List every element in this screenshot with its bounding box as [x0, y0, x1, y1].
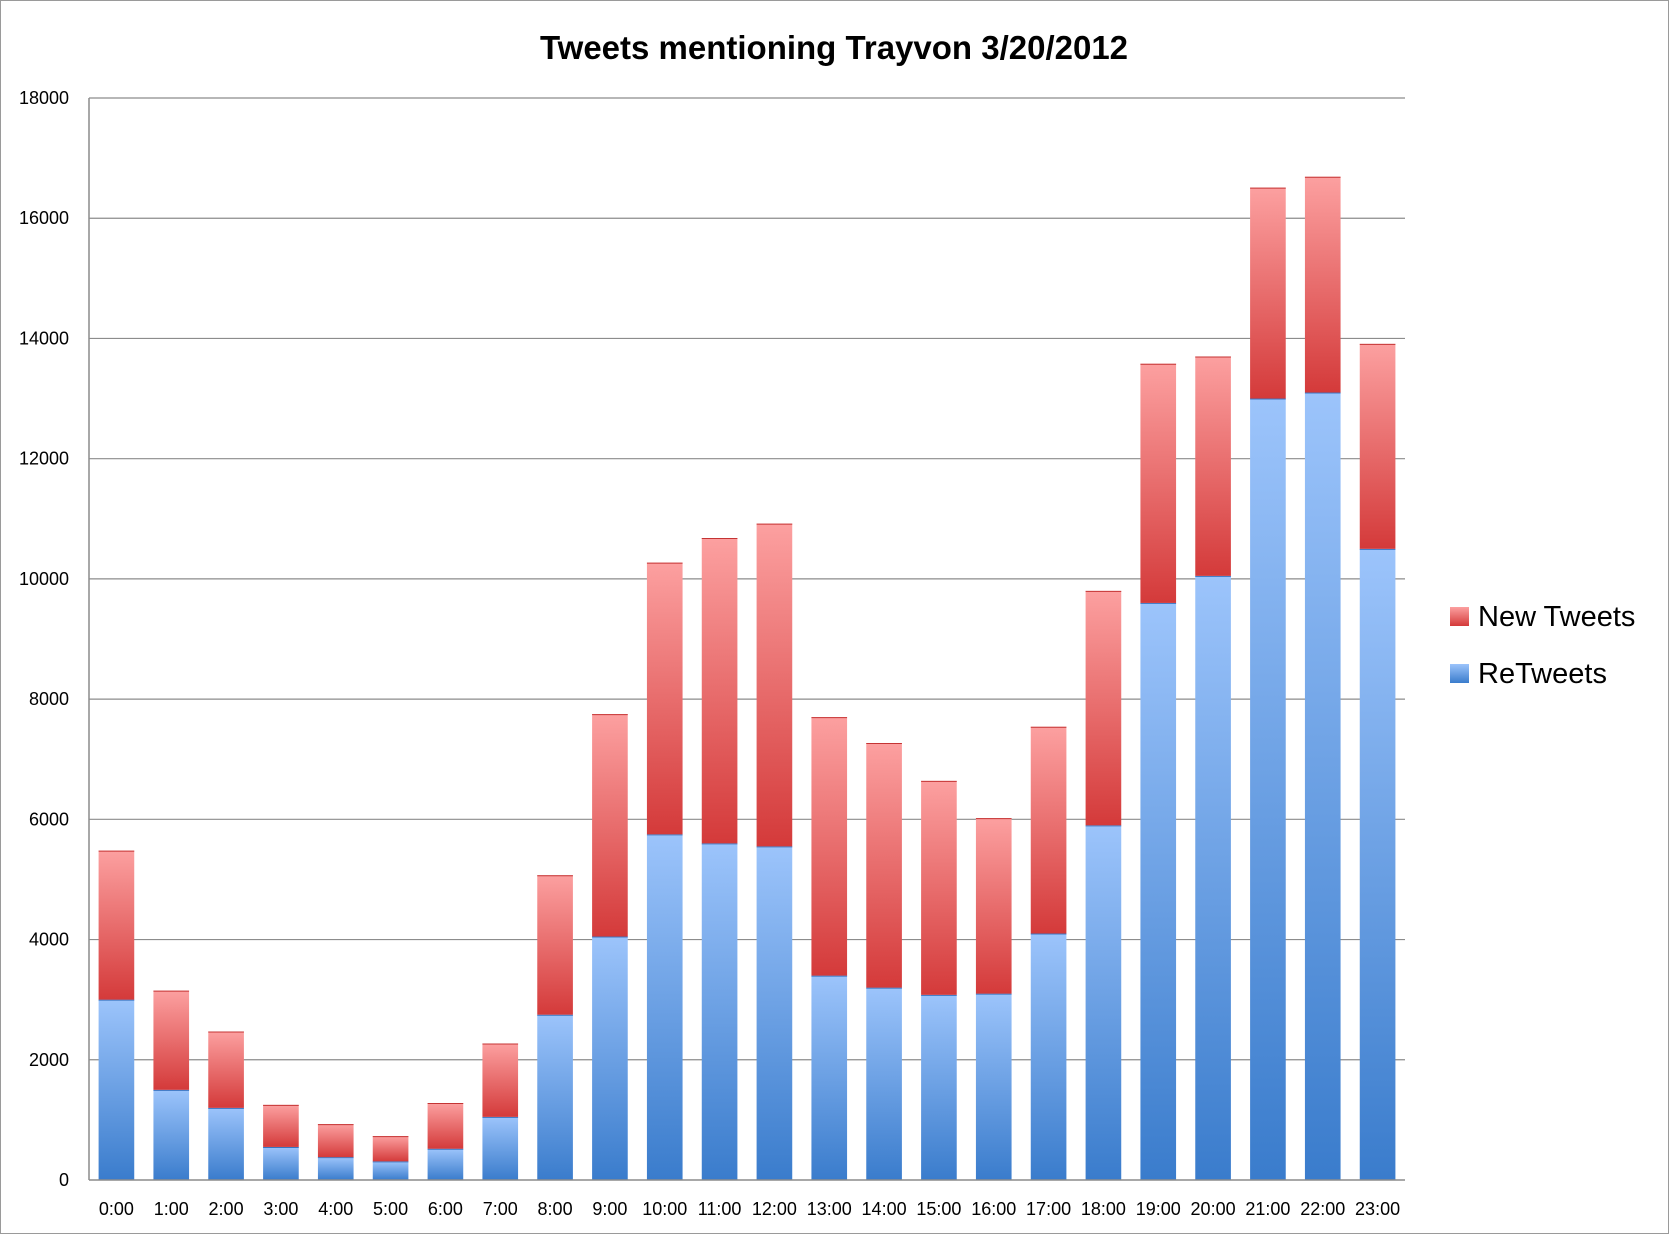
bar-retweets-1300: [811, 975, 848, 1180]
x-tick-label: 4:00: [318, 1199, 353, 1219]
bar-new-tweets-1700: [1030, 726, 1067, 934]
bar-new-tweets-000: [98, 850, 135, 1000]
legend-label-new-tweets: New Tweets: [1478, 601, 1635, 633]
x-tick-label: 16:00: [971, 1199, 1016, 1219]
bar-new-tweets-2200: [1304, 176, 1341, 393]
x-tick-label: 6:00: [428, 1199, 463, 1219]
x-tick-label: 9:00: [592, 1199, 627, 1219]
bar-retweets-600: [427, 1148, 464, 1180]
bar-new-tweets-300: [263, 1104, 299, 1147]
bar-new-tweets-1600: [975, 818, 1012, 994]
x-tick-label: 7:00: [483, 1199, 518, 1219]
bar-retweets-700: [482, 1116, 519, 1180]
bar-retweets-000: [98, 999, 135, 1180]
legend: New Tweets ReTweets: [1450, 601, 1635, 690]
bar-new-tweets-2100: [1250, 187, 1286, 399]
y-tick-label: 14000: [19, 328, 69, 348]
x-tick-label: 1:00: [154, 1199, 189, 1219]
bar-new-tweets-100: [153, 990, 190, 1090]
legend-swatch-retweets: [1450, 664, 1469, 683]
bar-new-tweets-1300: [811, 717, 848, 976]
x-tick-label: 21:00: [1245, 1199, 1290, 1219]
x-tick-label: 22:00: [1300, 1199, 1345, 1219]
x-tick-label: 12:00: [752, 1199, 797, 1219]
x-tick-label: 5:00: [373, 1199, 408, 1219]
gridlines: [89, 97, 1405, 1061]
x-tick-label: 10:00: [642, 1199, 687, 1219]
x-tick-label: 23:00: [1355, 1199, 1400, 1219]
bar-retweets-1100: [701, 843, 738, 1180]
bar-new-tweets-700: [482, 1043, 519, 1117]
bar-new-tweets-1000: [646, 562, 683, 835]
bar-new-tweets-400: [317, 1124, 354, 1158]
bar-retweets-1500: [921, 994, 957, 1180]
bar-new-tweets-1400: [866, 742, 902, 988]
bar-new-tweets-2300: [1359, 343, 1396, 549]
x-tick-label: 17:00: [1026, 1199, 1071, 1219]
bar-retweets-500: [372, 1161, 409, 1180]
bar-retweets-1700: [1030, 933, 1067, 1180]
y-tick-label: 6000: [29, 809, 69, 829]
bar-retweets-200: [208, 1107, 244, 1180]
y-tick-label: 0: [59, 1170, 69, 1190]
x-tick-label: 20:00: [1191, 1199, 1236, 1219]
bar-retweets-2100: [1250, 398, 1286, 1180]
x-tick-label: 15:00: [916, 1199, 961, 1219]
bar-new-tweets-200: [208, 1031, 244, 1108]
legend-swatch-new-tweets: [1450, 607, 1469, 626]
x-tick-label: 19:00: [1136, 1199, 1181, 1219]
axes: 0 2000 4000 6000 8000 10000 12000 14000 16000 180…: [19, 88, 1405, 1219]
bar-retweets-400: [317, 1157, 354, 1180]
bar-new-tweets-1800: [1085, 590, 1122, 826]
y-tick-label: 12000: [19, 449, 69, 469]
bars: [98, 176, 1396, 1180]
x-tick-label: 13:00: [807, 1199, 852, 1219]
bar-new-tweets-1100: [701, 538, 738, 844]
bar-retweets-2200: [1304, 392, 1341, 1180]
x-tick-label: 0:00: [99, 1199, 134, 1219]
bar-retweets-1400: [866, 987, 902, 1180]
y-tick-label: 4000: [29, 930, 69, 950]
bar-retweets-1900: [1140, 602, 1177, 1180]
bar-retweets-1200: [756, 846, 793, 1180]
bar-retweets-2300: [1359, 548, 1396, 1180]
bar-retweets-1600: [975, 993, 1012, 1180]
bar-new-tweets-1900: [1140, 363, 1177, 603]
bar-retweets-900: [592, 936, 628, 1180]
bar-new-tweets-600: [427, 1103, 464, 1149]
bar-retweets-100: [153, 1089, 190, 1180]
bar-new-tweets-900: [592, 714, 628, 937]
x-tick-label: 14:00: [862, 1199, 907, 1219]
bar-new-tweets-1200: [756, 523, 793, 847]
y-tick-label: 8000: [29, 689, 69, 709]
bar-new-tweets-1500: [921, 780, 957, 995]
x-tick-label: 11:00: [698, 1199, 742, 1219]
bar-new-tweets-800: [537, 875, 573, 1015]
bar-retweets-1800: [1085, 825, 1122, 1180]
bar-new-tweets-500: [372, 1136, 409, 1162]
bar-retweets-2000: [1195, 575, 1231, 1180]
bar-retweets-300: [263, 1146, 299, 1180]
bar-retweets-800: [537, 1014, 573, 1180]
bar-new-tweets-2000: [1195, 356, 1231, 576]
legend-label-retweets: ReTweets: [1478, 658, 1607, 690]
y-tick-label: 10000: [19, 569, 69, 589]
chart-title: Tweets mentioning Trayvon 3/20/2012: [540, 29, 1128, 66]
bar-retweets-1000: [646, 834, 683, 1180]
x-tick-label: 8:00: [538, 1199, 573, 1219]
x-tick-label: 18:00: [1081, 1199, 1126, 1219]
y-tick-label: 16000: [19, 208, 69, 228]
x-tick-label: 2:00: [209, 1199, 244, 1219]
x-tick-label: 3:00: [263, 1199, 298, 1219]
y-tick-label: 2000: [29, 1050, 69, 1070]
y-tick-label: 18000: [19, 88, 69, 108]
